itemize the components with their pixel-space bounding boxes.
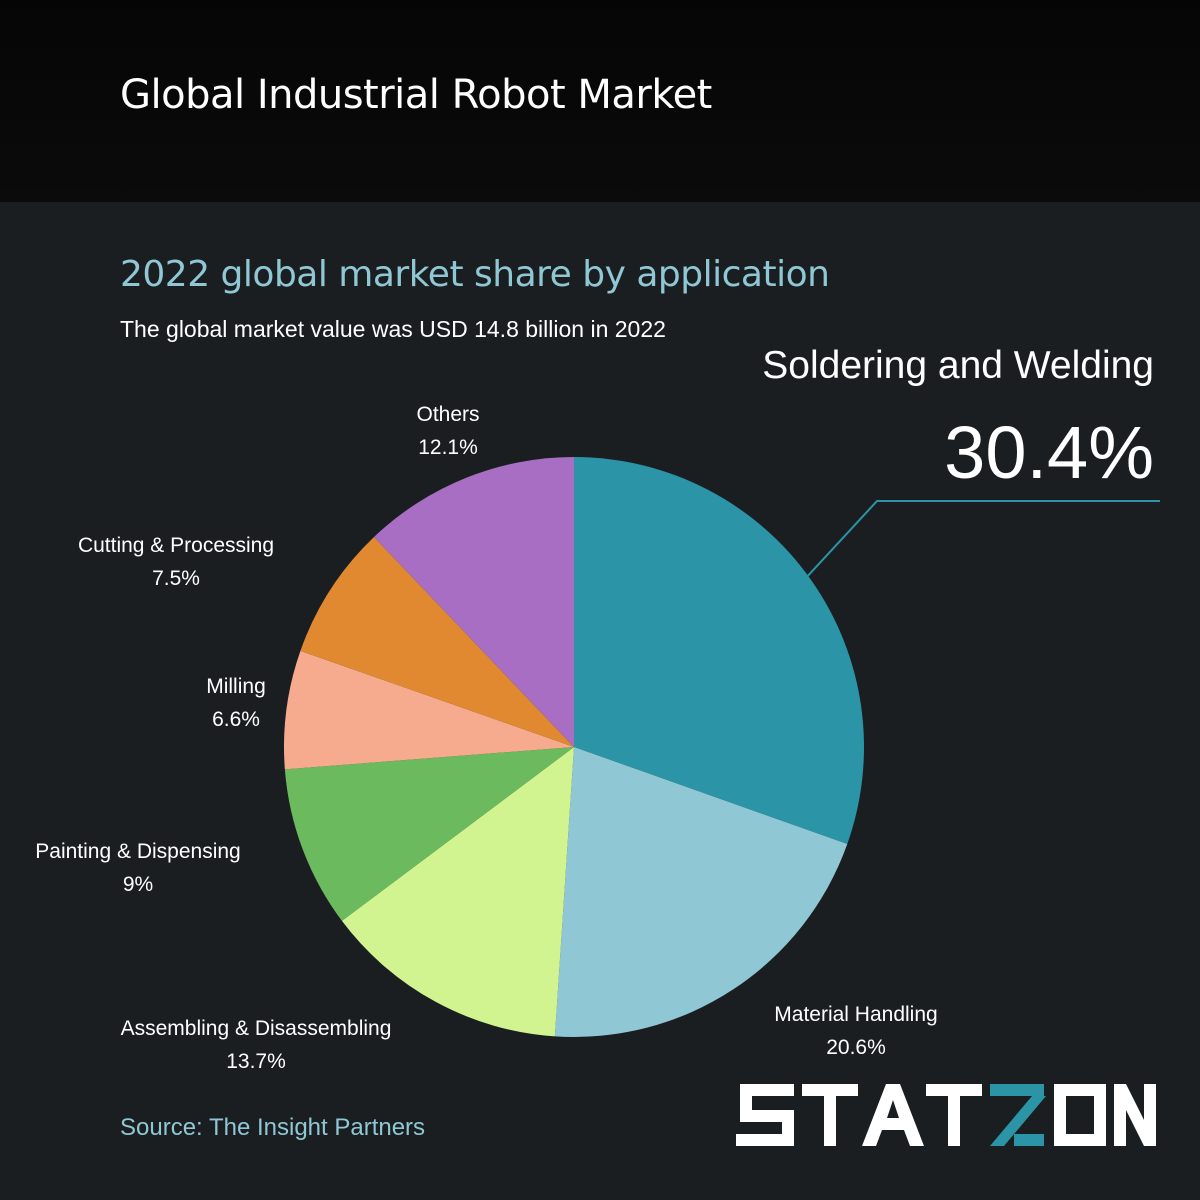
- slice-label-name: Assembling & Disassembling: [120, 1017, 392, 1040]
- highlight-leader-line: [791, 500, 1160, 594]
- slice-label-name: Others: [416, 403, 480, 426]
- highlight-category: Soldering and Welding: [762, 344, 1154, 387]
- slice-label-cutting: Cutting & Processing 7.5%: [16, 529, 336, 595]
- slice-label-assembling: Assembling & Disassembling 13.7%: [96, 1012, 416, 1078]
- slice-label-milling: Milling 6.6%: [76, 670, 396, 736]
- pie-slice-painting-dispensing: [284, 747, 574, 921]
- pie-slice-milling: [284, 650, 574, 770]
- pie-slice-assembling-disassembling: [341, 747, 574, 1037]
- chart-subtitle: The global market value was USD 14.8 bil…: [120, 316, 666, 342]
- pie-slice-cutting-processing: [300, 537, 574, 747]
- slice-label-material-handling: Material Handling 20.6%: [696, 998, 1016, 1064]
- slice-label-value: 9%: [122, 873, 154, 896]
- slice-label-value: 7.5%: [152, 567, 200, 590]
- slice-label-painting: Painting & Dispensing 9%: [0, 835, 298, 901]
- page-title: Global Industrial Robot Market: [120, 72, 712, 118]
- source-note: Source: The Insight Partners: [120, 1114, 426, 1141]
- highlight-value: 30.4%: [944, 411, 1154, 494]
- slice-label-name: Milling: [206, 675, 266, 698]
- slice-label-value: 13.7%: [226, 1050, 286, 1073]
- slice-label-value: 12.1%: [418, 436, 478, 459]
- statzon-logo: [736, 1084, 1156, 1146]
- slice-label-name: Cutting & Processing: [77, 534, 275, 557]
- slice-label-value: 20.6%: [826, 1036, 886, 1059]
- pie-slice-material-handling: [554, 747, 848, 1037]
- slice-label-value: 6.6%: [212, 708, 260, 731]
- pie-slice-others: [373, 457, 574, 747]
- slice-label-others: Others 12.1%: [288, 398, 608, 464]
- slice-label-name: Painting & Dispensing: [35, 840, 241, 863]
- slice-label-name: Material Handling: [774, 1003, 938, 1026]
- chart-title: 2022 global market share by application: [120, 254, 830, 295]
- header-band: Global Industrial Robot Market: [0, 0, 1200, 202]
- pie-slice-soldering-and-welding: [574, 457, 864, 845]
